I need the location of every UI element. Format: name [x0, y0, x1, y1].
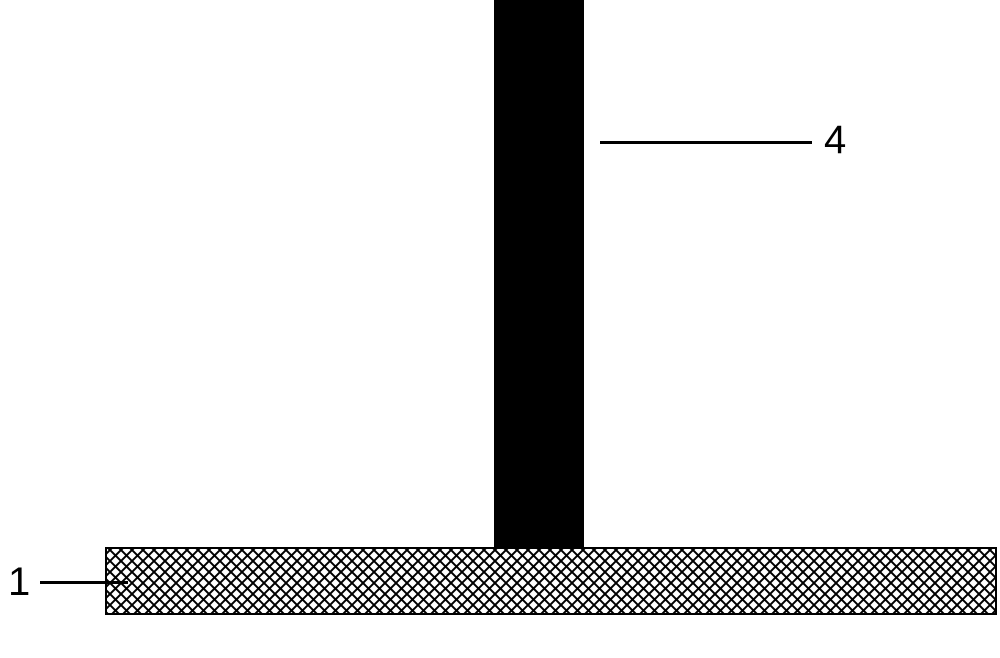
diagram-canvas — [0, 0, 1000, 658]
leader-pillar — [600, 141, 812, 144]
label-substrate: 1 — [8, 560, 30, 605]
substrate-rect — [106, 548, 996, 614]
pillar-rect — [494, 0, 584, 548]
label-pillar: 4 — [824, 118, 846, 163]
leader-substrate — [40, 581, 128, 584]
